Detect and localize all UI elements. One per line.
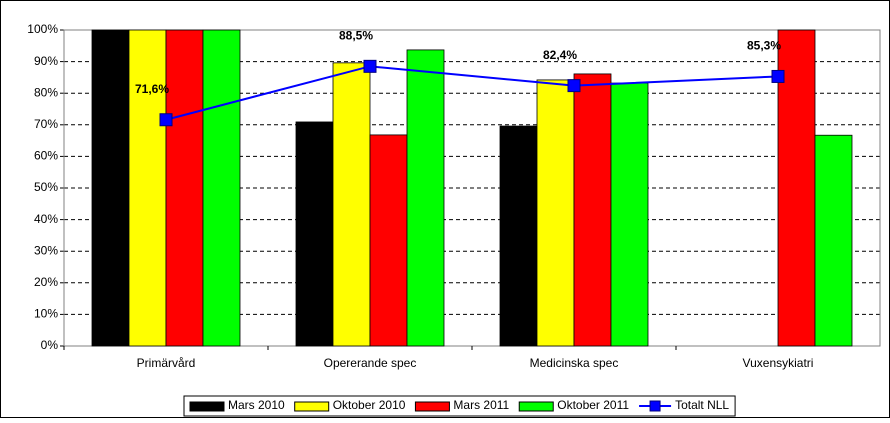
bar — [573, 73, 612, 347]
bar — [332, 62, 371, 347]
bar — [128, 29, 167, 347]
y-tick-label: 10% — [34, 307, 58, 321]
data-label: 82,4% — [543, 48, 577, 62]
y-tick-label: 90% — [34, 54, 58, 68]
y-tick-label: 30% — [34, 243, 58, 257]
line — [165, 65, 779, 121]
line-marker — [567, 79, 581, 93]
bar — [165, 29, 204, 347]
line-marker — [771, 69, 785, 83]
x-tick-label: Medicinska spec — [530, 356, 619, 370]
bar — [91, 29, 130, 347]
x-tick-label: Vuxensykiatri — [743, 356, 814, 370]
data-label: 88,5% — [339, 29, 373, 43]
y-tick-label: 80% — [34, 85, 58, 99]
legend-label: Oktober 2010 — [333, 398, 406, 412]
legend-swatch — [189, 401, 225, 412]
y-tick-label: 0% — [41, 338, 59, 352]
legend-label: Mars 2011 — [453, 398, 509, 412]
legend-swatch — [294, 401, 330, 412]
legend-swatch — [649, 400, 661, 412]
bar — [406, 49, 445, 347]
legend-label: Mars 2010 — [228, 398, 285, 412]
legend-swatch — [414, 401, 450, 412]
x-tick-label: Opererande spec — [324, 356, 417, 370]
x-tick-label: Primärvård — [137, 356, 196, 370]
y-tick-label: 70% — [34, 117, 58, 131]
legend-label: Totalt NLL — [675, 398, 729, 412]
bar — [536, 79, 575, 347]
bar — [369, 134, 408, 347]
data-label: 85,3% — [747, 39, 781, 53]
data-label: 71,6% — [135, 82, 169, 96]
line-marker — [159, 113, 173, 127]
y-tick-label: 100% — [27, 22, 58, 36]
legend-swatch — [518, 401, 554, 412]
bar — [814, 134, 853, 347]
y-tick-label: 20% — [34, 275, 58, 289]
bar — [295, 121, 334, 347]
y-tick-label: 60% — [34, 149, 58, 163]
bar — [202, 29, 241, 347]
line-marker — [363, 59, 377, 73]
bar — [610, 82, 649, 347]
y-tick-label: 50% — [34, 180, 58, 194]
bar — [499, 125, 538, 347]
y-tick-label: 40% — [34, 212, 58, 226]
legend-label: Oktober 2011 — [557, 398, 629, 412]
